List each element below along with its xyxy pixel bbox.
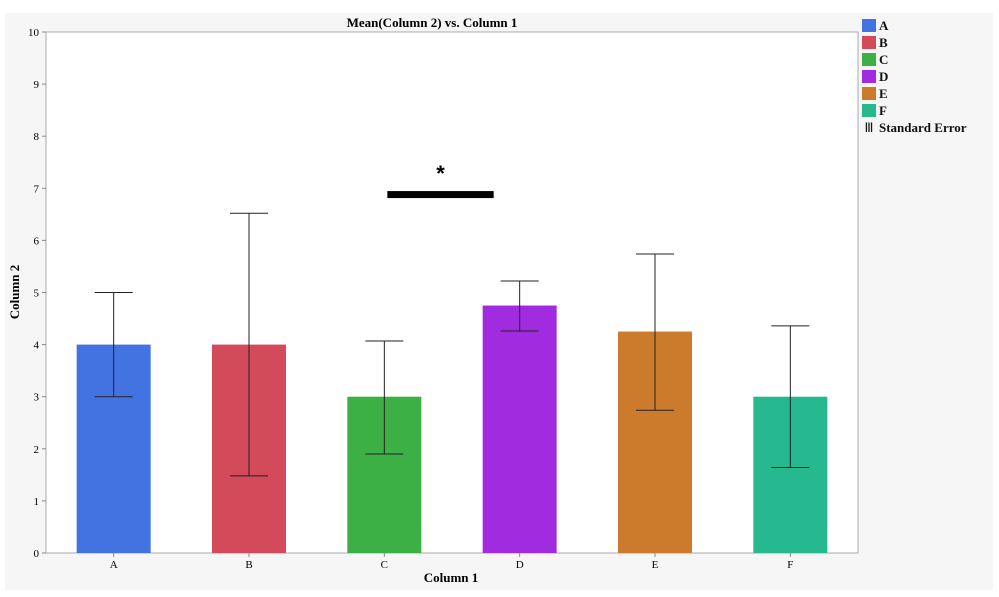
legend-label: A <box>879 17 889 33</box>
x-tick-label: F <box>787 559 793 571</box>
legend: A B C D E F Ⅲ Standard Error <box>862 17 967 136</box>
x-tick-label: A <box>110 559 118 571</box>
error-bar-icon: Ⅲ <box>864 119 874 135</box>
y-tick-label: 1 <box>34 496 40 508</box>
legend-item-F: F <box>862 102 967 119</box>
legend-label: D <box>879 68 889 84</box>
legend-item-C: C <box>862 51 967 68</box>
legend-item-standard-error: Ⅲ Standard Error <box>862 119 967 136</box>
x-tick-label: D <box>516 559 524 571</box>
y-tick-label: 7 <box>34 183 40 195</box>
x-tick-label: B <box>245 559 252 571</box>
legend-item-E: E <box>862 85 967 102</box>
y-tick-label: 5 <box>34 288 40 300</box>
y-tick-label: 10 <box>28 27 40 39</box>
x-tick-label: C <box>381 559 388 571</box>
legend-swatch <box>862 19 876 32</box>
y-tick-label: 8 <box>34 131 40 143</box>
legend-swatch <box>862 104 876 117</box>
legend-swatch <box>862 36 876 49</box>
y-tick-label: 9 <box>34 79 40 91</box>
plot-area <box>45 31 859 554</box>
bar-D <box>482 305 557 553</box>
legend-label: F <box>879 102 887 118</box>
y-tick-label: 2 <box>34 444 40 456</box>
legend-item-D: D <box>862 68 967 85</box>
legend-label: C <box>879 51 889 67</box>
legend-swatch <box>862 87 876 100</box>
x-axis-label: Column 1 <box>424 570 479 585</box>
x-tick-label: E <box>652 559 659 571</box>
y-tick-label: 4 <box>34 340 40 352</box>
legend-swatch <box>862 53 876 66</box>
legend-item-B: B <box>862 34 967 51</box>
legend-swatch <box>862 70 876 83</box>
significance-asterisk: * <box>436 161 445 186</box>
y-axis-label: Column 2 <box>7 265 22 320</box>
significance-bar <box>387 191 494 199</box>
legend-item-A: A <box>862 17 967 34</box>
legend-label: Standard Error <box>879 119 967 135</box>
legend-label: B <box>879 34 888 50</box>
chart-title: Mean(Column 2) vs. Column 1 <box>347 15 518 30</box>
y-tick-label: 0 <box>34 548 40 560</box>
y-tick-label: 3 <box>34 392 40 404</box>
legend-label: E <box>879 85 888 101</box>
y-tick-label: 6 <box>34 235 40 247</box>
